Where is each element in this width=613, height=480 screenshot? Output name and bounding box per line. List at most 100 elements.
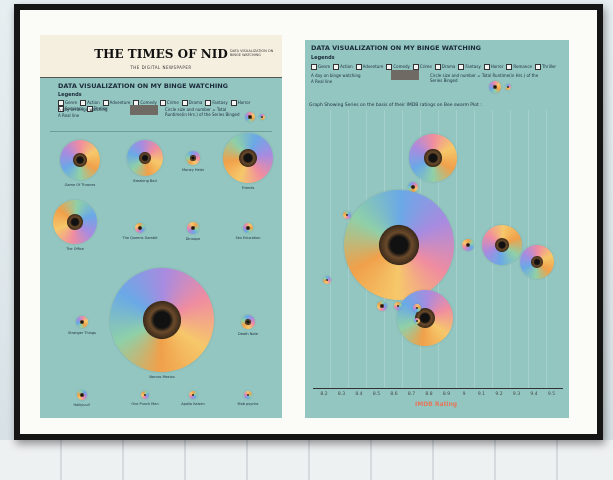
pupil (345, 213, 349, 217)
genre-item: Action (333, 64, 353, 70)
real-line: A Real line (58, 113, 80, 118)
day-label: A day on binge watching (311, 73, 361, 78)
x-tick-label: 9.2 (495, 392, 503, 397)
genre-item: Drama (435, 64, 456, 70)
masthead-note: DATA VISUALIZATION ON BINGE WATCHING (230, 49, 274, 57)
pupil (79, 319, 85, 325)
genre-item: Thriller (535, 64, 556, 70)
size-note: Circle size and number = Total Runtime(i… (430, 73, 539, 83)
pupil (506, 85, 510, 89)
genre-item: Crime (413, 64, 432, 70)
x-tick-label: 8.6 (390, 392, 398, 397)
series-circle (187, 389, 199, 401)
heading: DATA VISUALIZATION ON MY BINGE WATCHING (311, 44, 482, 52)
x-tick-label: 8.8 (425, 392, 433, 397)
pupil (371, 217, 427, 273)
left-poster: THE TIMES OF NID THE DIGITAL NEWSPAPER D… (40, 35, 284, 418)
pupil (245, 225, 251, 231)
series-circle (60, 140, 100, 180)
pupil (246, 393, 250, 397)
floor (0, 440, 613, 480)
series-label: Apollo Kaisen (181, 402, 205, 406)
heading: DATA VISUALIZATION ON MY BINGE WATCHING (58, 82, 229, 90)
legend-swatch (391, 70, 419, 80)
legend-title: Legends (311, 55, 335, 61)
genre-item: Adventure (356, 64, 384, 70)
divider (50, 131, 272, 132)
genre-item: Comedy (386, 64, 410, 70)
pupil (491, 234, 513, 256)
pupil (136, 294, 188, 346)
real-line: A Real line (311, 79, 333, 84)
series-circle (133, 221, 147, 235)
x-axis-label: IMDB Rating (415, 401, 458, 408)
series-circle (75, 388, 89, 402)
genre-list: Genre Action Adventure Comedy Crime Drama Fant… (58, 100, 278, 112)
x-axis (313, 388, 563, 389)
pupil (410, 184, 416, 190)
series-circle (119, 132, 171, 184)
series-circle (505, 84, 511, 90)
genre-item: Fantasy (458, 64, 480, 70)
x-tick-label: 8.4 (355, 392, 363, 397)
series-circle (185, 150, 201, 166)
series-circle (74, 314, 90, 330)
genre-item: Romance (506, 64, 532, 70)
genre-item: Genre (58, 100, 77, 106)
x-tick-label: 8.5 (372, 392, 381, 397)
pupil (66, 213, 84, 231)
genre-list: Genre Action Adventure Comedy Crime Drama Fant… (311, 64, 561, 70)
series-circle (245, 112, 255, 122)
series-label: One Punch Man (131, 402, 159, 406)
x-tick-label: 8.7 (407, 392, 416, 397)
series-label: Breaking Bad (133, 179, 157, 183)
series-label: The Office (66, 247, 84, 251)
pupil (79, 392, 85, 398)
masthead: THE TIMES OF NID THE DIGITAL NEWSPAPER D… (40, 35, 282, 78)
pupil (424, 149, 442, 167)
right-poster: DATA VISUALIZATION ON MY BINGE WATCHING … (305, 40, 569, 418)
series-label: Game Of Thrones (64, 183, 96, 187)
series-circle (489, 81, 501, 93)
series-label: Death Note (238, 332, 258, 336)
series-circle (239, 313, 257, 331)
size-note: Circle size and number = Total Runtime(i… (165, 107, 240, 117)
pupil (190, 155, 196, 161)
series-circle (241, 221, 255, 235)
series-circle (185, 220, 201, 236)
series-circle (409, 134, 457, 182)
pupil (235, 145, 261, 171)
x-tick-label: 9.1 (477, 392, 486, 397)
x-tick-label: 9.5 (547, 392, 556, 397)
genre-item: Horror (231, 100, 251, 106)
genre-item: Horror (484, 64, 504, 70)
pupil (191, 393, 195, 397)
series-label: Mob psycho (237, 402, 259, 406)
genre-item: Action (80, 100, 100, 106)
series-circle (139, 389, 151, 401)
pupil (135, 148, 155, 168)
series-label: Sex Education (235, 236, 261, 240)
x-tick-label: 8.3 (337, 392, 346, 397)
plot-title: Graph Showing Series on the basis of the… (309, 103, 482, 108)
pupil (379, 303, 385, 309)
genre-item: Thriller (87, 106, 108, 112)
pupil (260, 115, 264, 119)
series-circle (50, 197, 100, 247)
x-tick-label: 9 (462, 392, 466, 397)
series-label: Friends (241, 186, 255, 190)
pupil (248, 115, 252, 119)
x-tick-label: 9.4 (530, 392, 538, 397)
pupil (465, 242, 471, 248)
pupil (190, 225, 196, 231)
legend-swatch (130, 105, 158, 115)
series-circle (92, 250, 232, 390)
pupil (137, 225, 143, 231)
pupil (325, 277, 330, 283)
genre-item: Comedy (133, 100, 157, 106)
genre-item: Romance (58, 106, 84, 112)
x-tick-label: 8.2 (320, 392, 328, 397)
x-tick-label: 9.3 (512, 392, 521, 397)
pupil (415, 319, 419, 323)
